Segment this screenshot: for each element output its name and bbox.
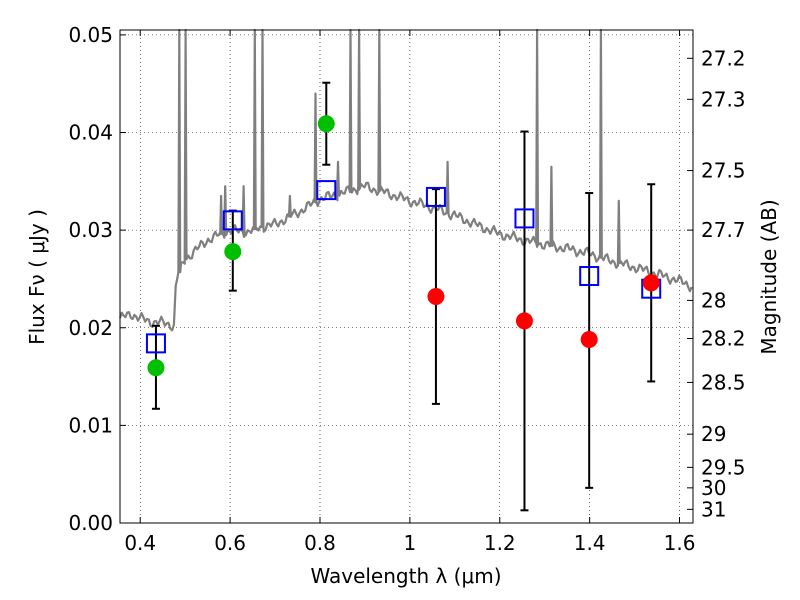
observed-photometry-point	[317, 115, 335, 133]
x-tick-label: 0.8	[304, 531, 336, 555]
y-tick-label: 0.05	[68, 23, 113, 47]
x-tick-label: 0.4	[124, 531, 156, 555]
y-tick-label: 0.00	[68, 511, 113, 535]
right-tick-label: 28.5	[701, 370, 746, 394]
grid-lines	[120, 30, 693, 523]
axis-ticks	[120, 30, 693, 524]
model-photometry-square	[425, 186, 446, 207]
errorbar-layer	[151, 81, 656, 512]
plot-frame	[119, 29, 694, 524]
x-tick-label: 1.2	[484, 531, 516, 555]
y-tick-label: 0.02	[68, 316, 113, 340]
right-tick-label: 28.2	[701, 326, 746, 350]
marker-layer	[145, 115, 662, 377]
x-axis-title: Wavelength λ (μm)	[310, 564, 501, 588]
observed-photometry-point	[427, 288, 445, 306]
x-tick-label: 1.4	[574, 531, 606, 555]
observed-photometry-point	[147, 359, 165, 377]
spectrum-layer	[118, 28, 693, 332]
right-tick-label: 29	[701, 422, 726, 446]
model-photometry-square	[514, 208, 535, 229]
right-tick-label: 27.5	[701, 159, 746, 183]
right-tick-label: 27.7	[701, 218, 746, 242]
model-photometry-square	[145, 333, 166, 354]
x-tick-label: 1.6	[664, 531, 696, 555]
right-axis-title: Magnitude (AB)	[757, 199, 781, 354]
observed-photometry-point	[642, 274, 660, 292]
observed-photometry-point	[515, 312, 533, 330]
x-tick-label: 1	[404, 531, 417, 555]
right-tick-label: 27.2	[701, 46, 746, 70]
tick-labels: 0.4 0.6 0.8 1 1.2 1.4 1.6 0.00 0.01 0.02 0.03 0.04 0…	[68, 23, 745, 555]
right-tick-label: 28	[701, 288, 726, 312]
right-tick-label: 29.5	[701, 455, 746, 479]
observed-photometry-point	[224, 243, 242, 261]
model-spectrum-line	[118, 28, 693, 332]
right-tick-label: 27.3	[701, 87, 746, 111]
y-tick-label: 0.04	[68, 121, 113, 145]
right-tick-label: 30	[701, 476, 726, 500]
y-axis-title: Flux Fν ( μJy )	[25, 209, 49, 345]
x-tick-label: 0.6	[214, 531, 246, 555]
observed-photometry-point	[580, 330, 598, 348]
right-tick-label: 31	[701, 497, 726, 521]
y-tick-label: 0.03	[68, 218, 113, 242]
model-photometry-square	[579, 266, 600, 287]
model-photometry-square	[316, 180, 337, 201]
y-tick-label: 0.01	[68, 413, 113, 437]
model-photometry-square	[222, 210, 243, 231]
